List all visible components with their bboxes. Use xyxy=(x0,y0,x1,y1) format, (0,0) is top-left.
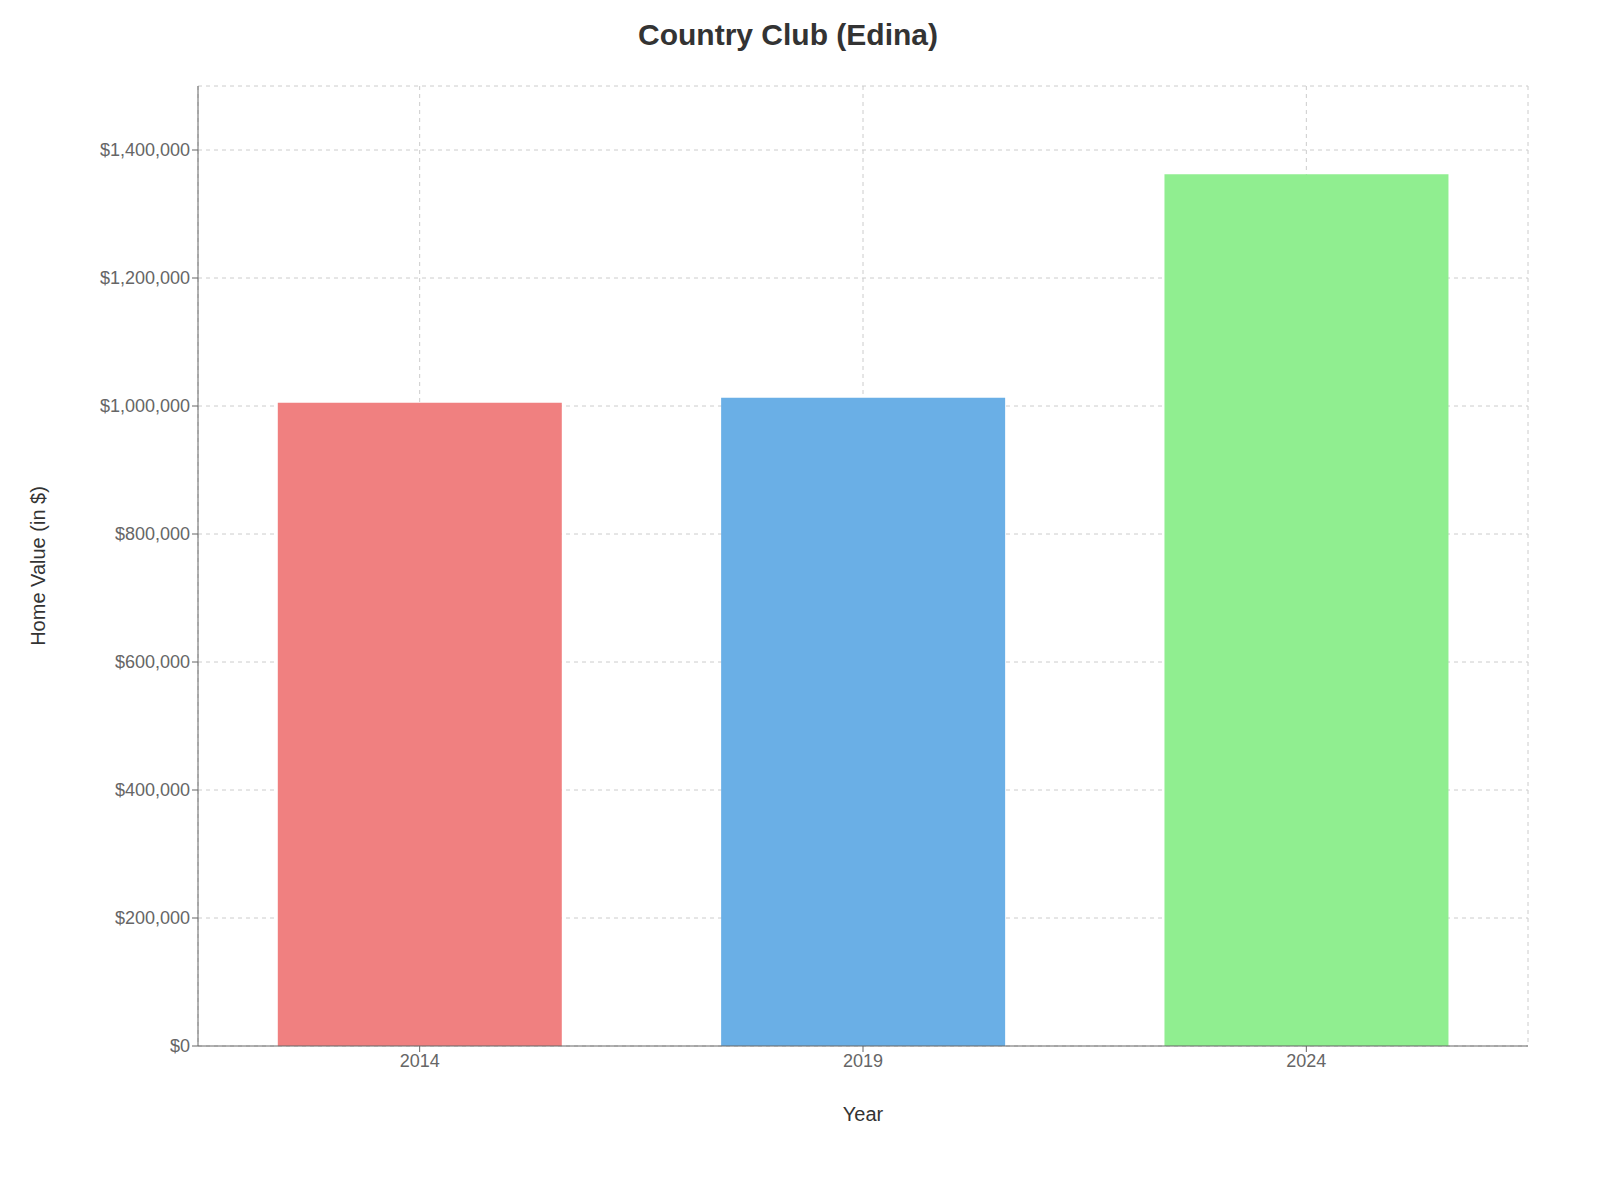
svg-text:$200,000: $200,000 xyxy=(115,908,190,928)
svg-text:$400,000: $400,000 xyxy=(115,780,190,800)
svg-text:$0: $0 xyxy=(170,1036,190,1056)
svg-text:2024: 2024 xyxy=(1286,1051,1326,1071)
svg-text:2019: 2019 xyxy=(843,1051,883,1071)
svg-text:$800,000: $800,000 xyxy=(115,524,190,544)
svg-text:$600,000: $600,000 xyxy=(115,652,190,672)
svg-text:Home Value (in $): Home Value (in $) xyxy=(27,486,49,646)
svg-text:$1,000,000: $1,000,000 xyxy=(100,396,190,416)
svg-text:Year: Year xyxy=(843,1103,884,1125)
svg-text:$1,400,000: $1,400,000 xyxy=(100,140,190,160)
svg-text:$1,200,000: $1,200,000 xyxy=(100,268,190,288)
svg-text:2014: 2014 xyxy=(400,1051,440,1071)
html-text:Country Club (Edina): Country Club (Edina) xyxy=(638,18,938,51)
